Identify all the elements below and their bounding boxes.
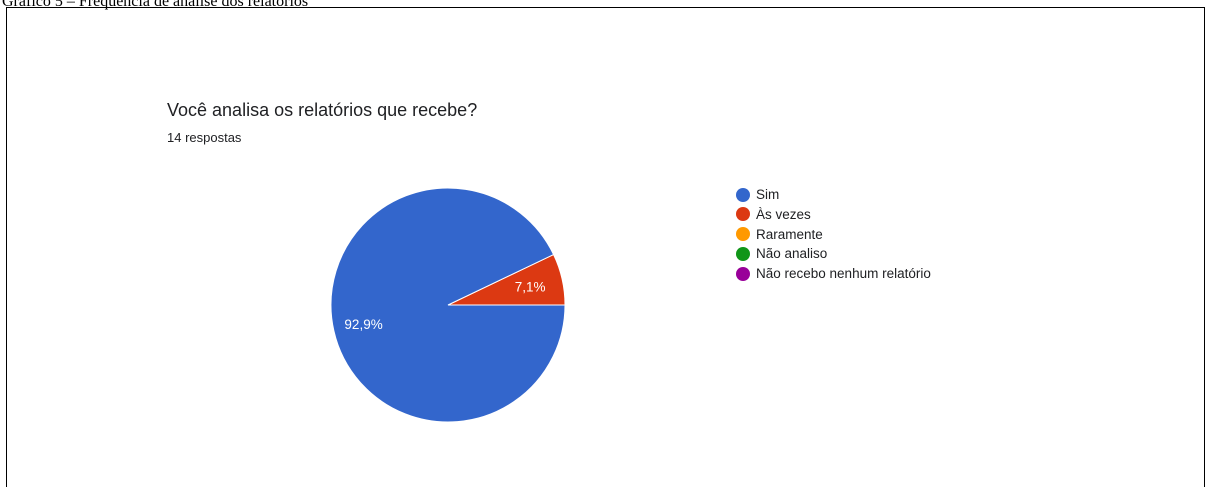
- chart-legend: Sim Às vezes Raramente Não analiso Não receb…: [736, 185, 931, 284]
- legend-label: Não analiso: [756, 246, 828, 262]
- legend-label: Raramente: [756, 226, 823, 242]
- legend-item-0: Sim: [736, 185, 931, 204]
- legend-label: Sim: [756, 187, 780, 202]
- figure-caption: Gráfico 5 – Frequência de análise dos re…: [2, 0, 309, 10]
- legend-label: Não recebo nenhum relatório: [756, 266, 931, 282]
- legend-swatch-icon: [736, 266, 750, 281]
- legend-item-1: Às vezes: [736, 205, 931, 224]
- legend-swatch-icon: [736, 246, 750, 261]
- pie-slice-0: [330, 187, 566, 423]
- legend-item-2: Raramente: [736, 225, 931, 244]
- chart-subtitle: 14 respostas: [167, 130, 242, 145]
- legend-item-4: Não recebo nenhum relatório: [736, 264, 931, 283]
- legend-swatch-icon: [736, 187, 750, 202]
- legend-swatch-icon: [736, 227, 750, 242]
- legend-label: Às vezes: [756, 206, 811, 222]
- chart-title: Você analisa os relatórios que recebe?: [167, 100, 478, 120]
- pie-slice-label-0: 92,9%: [344, 317, 382, 332]
- chart-frame: [6, 7, 1205, 487]
- pie-slice-label-1: 7,1%: [515, 279, 546, 294]
- legend-item-3: Não analiso: [736, 244, 931, 263]
- legend-swatch-icon: [736, 207, 750, 222]
